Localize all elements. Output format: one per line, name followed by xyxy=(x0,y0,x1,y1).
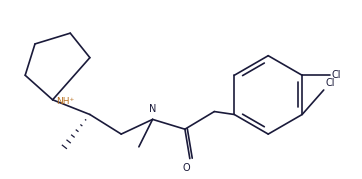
Text: Cl: Cl xyxy=(326,78,335,88)
Text: Cl: Cl xyxy=(332,70,341,80)
Text: O: O xyxy=(182,163,190,173)
Text: NH⁺: NH⁺ xyxy=(56,97,75,106)
Text: N: N xyxy=(149,105,156,115)
